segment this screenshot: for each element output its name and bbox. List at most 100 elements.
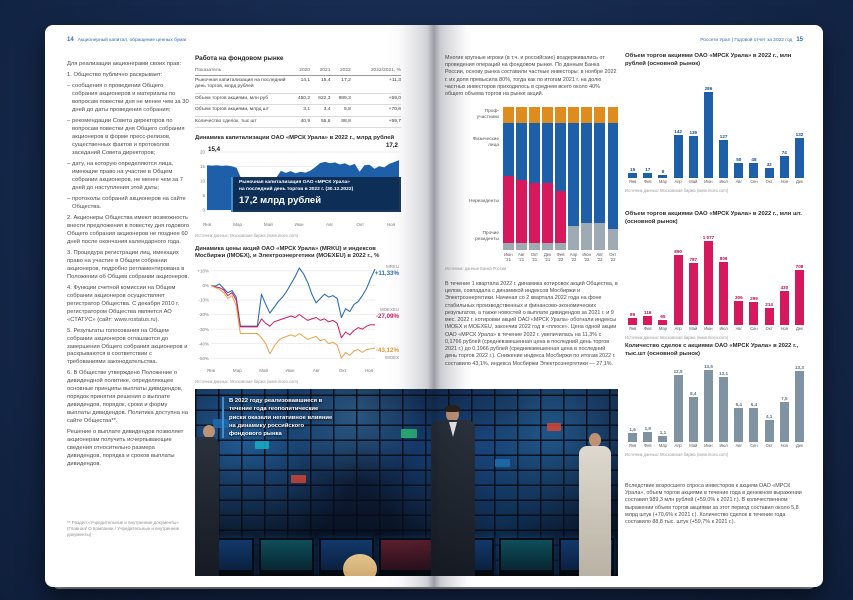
bar-value-label: 286 (704, 85, 713, 91)
stack-segment (542, 242, 553, 250)
table-cell: Объем торгов акциями, млн руб (195, 93, 290, 106)
paragraph: В течение 1 квартала 2022 г. динамика ко… (445, 281, 618, 367)
stack-segment (555, 107, 566, 123)
bar (643, 315, 653, 325)
svg-text:+10%: +10% (197, 269, 209, 274)
bar-column: 1,1 Мар (655, 361, 670, 449)
bar-column: 127 Июл (716, 71, 731, 185)
bar-column: 12,5 Апр (671, 361, 686, 449)
stack-segment (594, 122, 605, 223)
stack-segment (568, 225, 579, 250)
imoex-label: IMOEX (384, 355, 399, 361)
volume-shares-bars: 89 Янв 116 Фев 65 Мар 890 Апр 787 Май 1 077 Июн 806 И… (625, 229, 807, 332)
x-axis-label: Мар (658, 179, 667, 185)
bar (673, 255, 683, 325)
market-overview-text: Многие крупные игроки (в т.ч. и российск… (445, 55, 618, 101)
bar (628, 173, 638, 178)
person-silhouette (341, 554, 379, 576)
bar (719, 261, 729, 325)
bar-value-label: 65 (660, 313, 666, 319)
table-cell: 88,8 (330, 116, 351, 129)
callout-line2: на последний день торгов в 2022 г. (30.1… (239, 186, 354, 192)
price-chart-source: Источник данных: Московская биржа (www.m… (195, 379, 299, 385)
table-cell: Рыночная капитализация на последний день… (195, 75, 290, 94)
bar-value-label: 787 (689, 257, 698, 263)
x-axis-label: Янв (628, 179, 637, 185)
bar-value-label: 139 (689, 130, 698, 136)
paragraph: Многие крупные игроки (в т.ч. и российск… (445, 55, 617, 98)
x-axis-label: Июн '22 (582, 251, 591, 262)
deals-title: Количество сделок с акциями ОАО «МРСК Ур… (625, 343, 799, 357)
bar-value-label: 708 (795, 263, 804, 269)
stack-segment (594, 107, 605, 123)
bar (749, 301, 759, 325)
bar (719, 377, 729, 442)
stack-segment (581, 107, 592, 123)
bar-value-label: 132 (795, 132, 804, 138)
stack-segment (542, 107, 553, 123)
bar (764, 168, 774, 178)
market-column: Работа на фондовом рынке Показатель 2020 2… (195, 55, 401, 384)
x-axis-label: Авг '22 (596, 251, 604, 262)
x-axis-label: Апр (674, 443, 682, 449)
bar-column: 89 Янв (625, 229, 640, 332)
bar-column: 13,3 Дек (792, 361, 807, 449)
paragraph: сообщения о проведении Общего собрания а… (67, 83, 190, 115)
table-cell: +70,6 (350, 104, 401, 117)
paragraph: рекомендации Совета директоров по вопрос… (67, 118, 190, 158)
svg-text:-50%: -50% (198, 356, 209, 361)
volume-shares-title: Объем торгов акциями ОАО «МРСК Урала» в … (625, 211, 802, 225)
stack-segment (555, 191, 566, 243)
svg-text:Окт: Окт (357, 222, 365, 227)
paragraph: 4. Функции счетной комиссии на Общем соб… (67, 284, 180, 323)
investor-label-other: Прочие резиденты (475, 231, 499, 242)
stacked-column: Авг '21 (516, 107, 527, 262)
imoex-value: -43,12% (375, 347, 399, 355)
stacked-column: Авг '22 (594, 107, 605, 262)
bar-value-label: 4,1 (765, 413, 773, 419)
bar (794, 269, 804, 325)
screen-tile (547, 423, 561, 431)
bar-value-label: 8 (661, 169, 665, 175)
stack-segment (503, 107, 514, 123)
x-axis-label: Авг (735, 326, 742, 332)
table-row: Рыночная капитализация на последний день… (195, 75, 401, 94)
stack-segment (555, 122, 566, 192)
table-cell: 14,1 (289, 75, 311, 94)
paragraph: Решение о выплате дивидендов позволяет а… (67, 429, 184, 468)
x-axis-label: Ноя (780, 443, 789, 449)
stack-segment (568, 122, 579, 226)
stacked-column: Окт '22 (607, 107, 619, 262)
svg-text:Янв: Янв (207, 368, 216, 373)
svg-text:Май: Май (259, 367, 268, 373)
paragraph: дату, на которую определяются лица, имею… (67, 161, 190, 193)
table-cell: 3,1 (289, 104, 311, 117)
mrku-value: +11,33% (374, 270, 399, 278)
paragraph: 2. Акционеры Общества имеют возможность … (67, 214, 190, 245)
bar (703, 240, 713, 325)
bar-value-label: 7,5 (781, 395, 788, 401)
x-axis-label: Фев '22 (556, 251, 565, 262)
volume-rub-title: Объем торгов акциями ОАО «МРСК Урала» в … (625, 53, 792, 67)
table-header: 2022/2021, % (350, 66, 401, 76)
bar-column: 6,4 Сен (746, 361, 761, 449)
table-row: Объем торгов акциями, млрд шт 3,1 3,4 5,8 +7… (195, 104, 401, 117)
svg-text:Окт: Окт (339, 368, 347, 373)
photo-caption: В 2022 году реализовавшиеся в течение го… (222, 397, 334, 439)
callout-line1: Рыночная капитализация ОАО «МРСК Урала» (239, 180, 350, 186)
bar-column: 708 Дек (792, 229, 807, 332)
stack-segment (516, 122, 527, 180)
cap-end-label: 17,2 (385, 141, 398, 149)
bar (749, 163, 759, 178)
bar (673, 375, 683, 442)
bar-column: 12,1 Июл (716, 361, 731, 449)
person-silhouette (579, 433, 611, 576)
screen-tile (495, 459, 510, 467)
x-axis-label: Ноя (780, 179, 789, 185)
bar (658, 435, 668, 442)
x-axis-label: Май (689, 326, 698, 332)
bar-value-label: 17 (645, 166, 651, 172)
bar-column: 8,4 Май (686, 361, 701, 449)
bar-value-label: 142 (674, 129, 682, 135)
stack-segment (594, 222, 605, 250)
